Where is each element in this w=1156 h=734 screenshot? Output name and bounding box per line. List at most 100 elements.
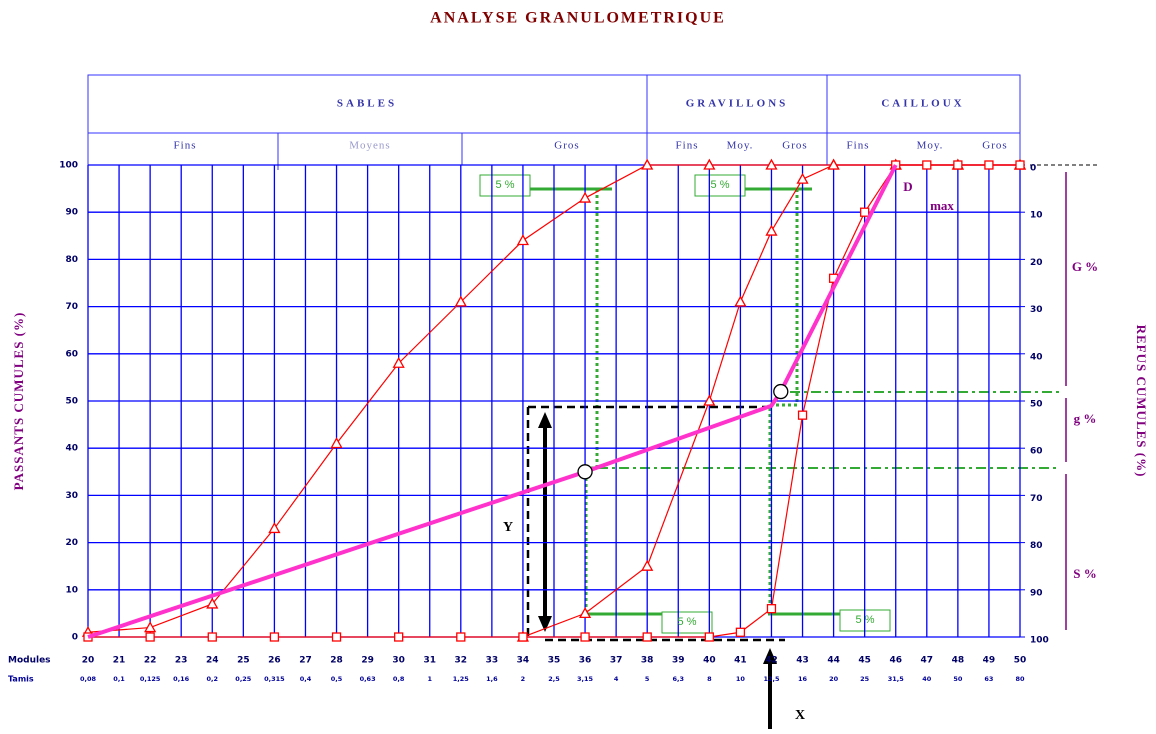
x-tick-label: 29 <box>361 656 374 666</box>
annotation: X <box>795 708 805 723</box>
annotation: 5 % <box>856 614 875 626</box>
arrow-head <box>538 412 552 428</box>
x-tick-label: 24 <box>206 656 219 666</box>
x-tick-label: 36 <box>579 656 592 666</box>
y2-tick-label: 70 <box>1030 494 1043 504</box>
header-label: GRAVILLONS <box>686 98 789 110</box>
x-tick-label: 35 <box>548 656 561 666</box>
tamis-label: 5 <box>645 675 650 683</box>
tamis-label: 0,4 <box>300 675 312 683</box>
annotation: 5 % <box>711 179 730 191</box>
y-tick-label: 40 <box>65 444 78 454</box>
marker <box>797 410 808 420</box>
header-sub-label: Fins <box>676 140 699 152</box>
header-sub-label: Moy. <box>917 140 944 152</box>
annotation: 5 % <box>678 616 697 628</box>
marker <box>516 234 530 246</box>
y2-tick-label: 20 <box>1030 258 1043 268</box>
arrow-head <box>763 648 777 664</box>
x-tick-label: 33 <box>486 656 499 666</box>
marker <box>269 632 280 642</box>
y2-axis-title: REFUS CUMULES (%) <box>1134 325 1149 478</box>
x-tick-label: 48 <box>952 656 965 666</box>
tamis-label: 0,8 <box>393 675 405 683</box>
tamis-label: 0,25 <box>235 675 252 683</box>
y2-tick-label: 40 <box>1030 352 1043 362</box>
y-tick-label: 0 <box>72 633 78 643</box>
tamis-label: 2,5 <box>548 675 560 683</box>
y-tick-label: 80 <box>65 255 78 265</box>
header-sub-label: Gros <box>554 140 579 152</box>
tamis-label: 20 <box>829 675 839 683</box>
x-tick-label: 39 <box>672 656 685 666</box>
x-tick-label: 23 <box>175 656 188 666</box>
marker <box>734 295 747 307</box>
x-tick-label: 26 <box>268 656 281 666</box>
y2-tick-label: 0 <box>1030 164 1036 174</box>
marker <box>703 394 716 406</box>
marker <box>773 383 789 400</box>
green-dotted <box>768 189 799 614</box>
tamis-label: 0,125 <box>140 675 161 683</box>
header-sub-label: Fins <box>174 140 197 152</box>
marker <box>984 160 994 170</box>
header-sub-label: Moyens <box>349 140 390 152</box>
y-axis-title: PASSANTS CUMULES (%) <box>11 312 26 491</box>
y2-tick-label: 80 <box>1030 541 1043 551</box>
annotation: Y <box>503 520 513 535</box>
marker <box>1015 160 1025 170</box>
tamis-label: 0,2 <box>207 675 219 683</box>
construction <box>479 164 1100 729</box>
marker <box>642 632 652 642</box>
tamis-label: 1,6 <box>486 675 498 683</box>
box <box>694 174 746 197</box>
tamis-label: 63 <box>984 675 993 683</box>
marker <box>331 632 342 642</box>
marker <box>922 160 932 170</box>
y-tick-label: 90 <box>65 208 78 218</box>
marker <box>577 464 593 480</box>
y-tick-label: 100 <box>59 161 78 171</box>
marker <box>641 559 654 571</box>
tamis-label: 8 <box>707 675 712 683</box>
x-tick-label: 22 <box>144 656 157 666</box>
y-tick-label: 50 <box>65 397 78 407</box>
header-sub-label: Moy. <box>727 140 754 152</box>
y2-tick-label: 50 <box>1030 400 1043 410</box>
y2-tick-label: 100 <box>1030 636 1049 646</box>
y-tick-label: 70 <box>65 302 78 312</box>
tamis-label: 6,3 <box>673 675 685 683</box>
tamis-label: 2 <box>521 675 526 683</box>
x-tick-label: 34 <box>517 656 530 666</box>
x-tick-label: 38 <box>641 656 654 666</box>
arrow-head <box>538 616 552 632</box>
marker <box>330 437 343 449</box>
box <box>661 611 713 634</box>
marker <box>454 295 467 307</box>
tamis-label: 0,16 <box>173 675 190 683</box>
annotation: max <box>930 198 954 213</box>
tamis-label: 0,5 <box>331 675 343 683</box>
tamis-label: 40 <box>922 675 932 683</box>
y2-tick-label: 60 <box>1030 447 1043 457</box>
marker <box>145 632 155 642</box>
tamis-label: 0,315 <box>264 675 285 683</box>
tamis-label: 16 <box>798 675 808 683</box>
x-tick-label: 31 <box>423 656 436 666</box>
tamis-label: 50 <box>953 675 963 683</box>
annotation: 5 % <box>496 179 515 191</box>
tamis-label: 25 <box>860 675 870 683</box>
y-tick-label: 10 <box>65 585 78 595</box>
y-tick-label: 20 <box>65 538 78 548</box>
marker <box>268 522 281 534</box>
tamis-label: 0,08 <box>80 675 97 683</box>
tamis-label: 0,63 <box>360 675 376 683</box>
marker <box>578 191 592 203</box>
marker <box>580 632 590 642</box>
y2-tick-label: 90 <box>1030 588 1043 598</box>
x-tick-label: 44 <box>827 656 840 666</box>
row-label: Modules <box>8 656 51 666</box>
x-tick-label: 46 <box>889 656 902 666</box>
tamis-label: 3,15 <box>577 675 594 683</box>
